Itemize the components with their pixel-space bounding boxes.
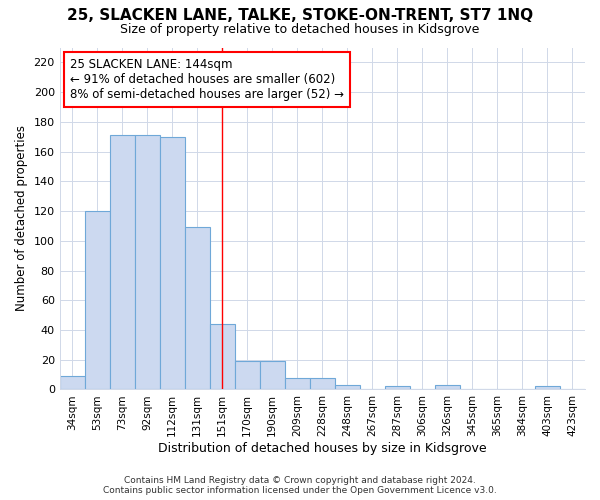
Bar bbox=[260, 361, 285, 390]
Bar bbox=[85, 211, 110, 390]
Bar bbox=[135, 135, 160, 390]
Text: 25, SLACKEN LANE, TALKE, STOKE-ON-TRENT, ST7 1NQ: 25, SLACKEN LANE, TALKE, STOKE-ON-TRENT,… bbox=[67, 8, 533, 22]
Y-axis label: Number of detached properties: Number of detached properties bbox=[15, 126, 28, 312]
Bar bbox=[385, 386, 410, 390]
Bar bbox=[185, 228, 210, 390]
Bar bbox=[535, 386, 560, 390]
Bar bbox=[59, 376, 85, 390]
Bar bbox=[335, 385, 360, 390]
Bar bbox=[235, 361, 260, 390]
Bar bbox=[210, 324, 235, 390]
Bar bbox=[310, 378, 335, 390]
Bar bbox=[435, 385, 460, 390]
Bar bbox=[160, 136, 185, 390]
Text: Size of property relative to detached houses in Kidsgrove: Size of property relative to detached ho… bbox=[121, 22, 479, 36]
Bar bbox=[285, 378, 310, 390]
X-axis label: Distribution of detached houses by size in Kidsgrove: Distribution of detached houses by size … bbox=[158, 442, 487, 455]
Bar bbox=[110, 135, 135, 390]
Text: Contains HM Land Registry data © Crown copyright and database right 2024.
Contai: Contains HM Land Registry data © Crown c… bbox=[103, 476, 497, 495]
Text: 25 SLACKEN LANE: 144sqm
← 91% of detached houses are smaller (602)
8% of semi-de: 25 SLACKEN LANE: 144sqm ← 91% of detache… bbox=[70, 58, 344, 101]
